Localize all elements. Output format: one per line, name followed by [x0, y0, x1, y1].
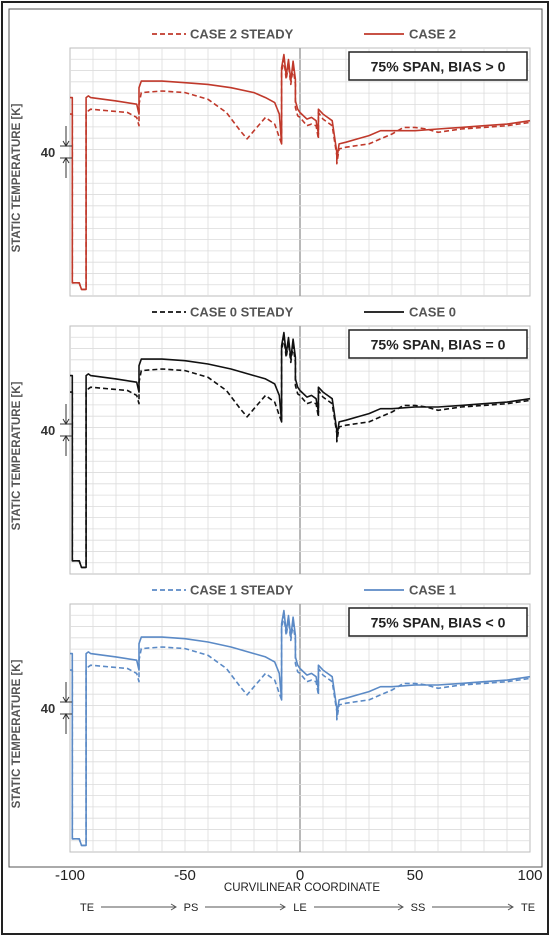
region-label: LE — [293, 902, 306, 914]
x-tick-label: 0 — [296, 867, 304, 884]
region-label: SS — [411, 902, 426, 914]
region-arrowhead — [397, 903, 404, 911]
legend-label-steady: CASE 0 STEADY — [190, 305, 294, 320]
chart-panel-bias-negative: CASE 1 STEADY CASE 1 75% SPAN, BIAS < 0 STA… — [11, 583, 531, 853]
legend-label-case: CASE 1 — [409, 583, 456, 598]
region-label: PS — [184, 902, 199, 914]
scale-label: 40 — [41, 145, 55, 160]
panels-border — [8, 8, 543, 868]
region-arrowhead — [170, 903, 177, 911]
legend-label-steady: CASE 2 STEADY — [190, 27, 294, 42]
annotation-label: 75% SPAN, BIAS < 0 — [371, 615, 506, 631]
region-label: TE — [521, 902, 535, 914]
series-line-case-0 — [70, 331, 531, 569]
chart-panel-bias-positive: CASE 2 STEADY CASE 2 75% SPAN, BIAS > 0 STA… — [11, 27, 531, 297]
y-axis-label: STATIC TEMPERATURE [K] — [11, 659, 23, 808]
x-tick-label: -50 — [174, 867, 196, 884]
x-tick-label: 50 — [407, 867, 424, 884]
x-tick-label: -100 — [55, 867, 85, 884]
scale-arrowhead-lower — [62, 435, 70, 442]
x-axis-label: CURVILINEAR COORDINATE — [224, 882, 380, 894]
legend-label-case: CASE 2 — [409, 27, 456, 42]
region-arrowhead — [279, 903, 286, 911]
annotation-label: 75% SPAN, BIAS = 0 — [371, 337, 506, 353]
chart-panel-bias-zero: CASE 0 STEADY CASE 0 75% SPAN, BIAS = 0 STA… — [11, 305, 531, 575]
x-tick-label: 100 — [517, 867, 542, 884]
y-axis-label: STATIC TEMPERATURE [K] — [11, 103, 23, 252]
annotation-box — [348, 329, 528, 359]
annotation-box — [348, 51, 528, 81]
scale-arrowhead-lower — [62, 713, 70, 720]
y-axis-label: STATIC TEMPERATURE [K] — [11, 381, 23, 530]
x-axis: -100 -50 0 50 100 — [55, 867, 543, 884]
scale-label: 40 — [41, 701, 55, 716]
annotation-label: 75% SPAN, BIAS > 0 — [371, 59, 506, 75]
region-arrowhead — [507, 903, 514, 911]
series-line-case-2 — [70, 53, 531, 291]
legend-label-steady: CASE 1 STEADY — [190, 583, 294, 598]
scale-label: 40 — [41, 423, 55, 438]
region-row: TE PS LE SS TE — [80, 902, 535, 914]
legend-label-case: CASE 0 — [409, 305, 456, 320]
region-label: TE — [80, 902, 94, 914]
scale-arrowhead-lower — [62, 157, 70, 164]
series-line-case-1 — [70, 609, 531, 847]
annotation-box — [348, 607, 528, 637]
